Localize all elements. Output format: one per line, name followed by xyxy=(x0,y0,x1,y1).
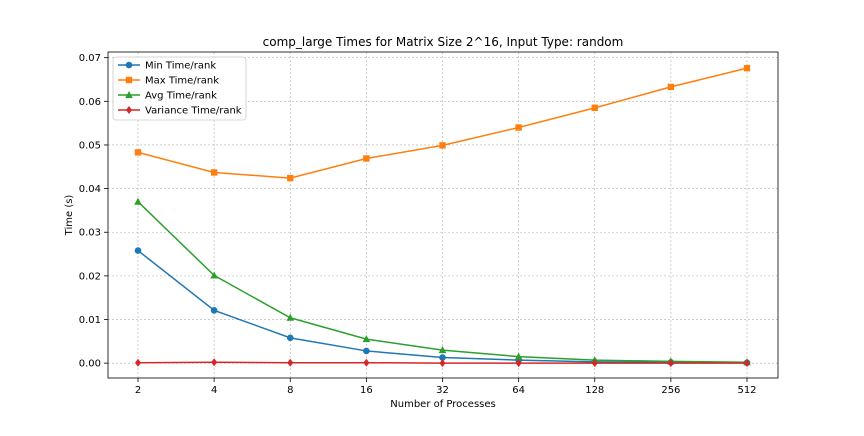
series-variance-time-rank xyxy=(135,358,750,368)
data-point-variance-time-rank xyxy=(515,359,522,368)
plot-frame xyxy=(107,51,779,379)
axes: 2 4 8 16 32 64 128 256 512 0.00 0.01 0.02 0.03 0.04 0.… xyxy=(79,53,757,396)
data-point-max-time-rank xyxy=(287,174,294,182)
y-tick-label: 0.06 xyxy=(79,97,101,108)
data-point-min-time-rank xyxy=(210,307,218,314)
data-point-min-time-rank xyxy=(363,347,370,355)
data-point-avg-time-rank xyxy=(134,197,142,205)
data-point-avg-time-rank xyxy=(210,271,218,279)
series-layer xyxy=(134,64,751,368)
data-point-variance-time-rank xyxy=(439,359,446,368)
y-tick-label: 0.03 xyxy=(79,228,101,239)
legend-marker xyxy=(125,91,133,98)
legend-item: Max Time/rank xyxy=(118,76,219,87)
data-point-avg-time-rank xyxy=(514,352,523,360)
legend-label: Avg Time/rank xyxy=(145,91,217,102)
data-point-avg-time-rank xyxy=(438,346,447,354)
data-point-max-time-rank xyxy=(591,104,598,112)
data-point-min-time-rank xyxy=(439,354,446,361)
y-tick-label: 0.05 xyxy=(79,140,101,151)
x-tick-label: 128 xyxy=(585,385,604,396)
data-point-max-time-rank xyxy=(134,149,142,156)
chart-title: comp_large Times for Matrix Size 2^16, I… xyxy=(263,35,624,49)
data-point-max-time-rank xyxy=(439,142,446,149)
legend-label: Variance Time/rank xyxy=(145,106,242,117)
legend-item: Min Time/rank xyxy=(118,61,216,72)
series-max-time-rank xyxy=(134,64,751,182)
y-tick-label: 0.01 xyxy=(79,315,101,326)
data-point-variance-time-rank xyxy=(667,359,674,368)
data-point-variance-time-rank xyxy=(591,359,598,368)
y-tick-label: 0.02 xyxy=(79,271,101,282)
data-point-avg-time-rank xyxy=(286,313,295,321)
legend-item: Avg Time/rank xyxy=(118,91,217,102)
x-tick-label: 4 xyxy=(211,385,217,396)
x-tick-label: 2 xyxy=(135,385,141,396)
data-point-variance-time-rank xyxy=(363,358,370,367)
data-point-max-time-rank xyxy=(743,64,751,72)
data-point-variance-time-rank xyxy=(287,358,294,367)
x-tick-label: 8 xyxy=(287,385,293,396)
data-point-min-time-rank xyxy=(286,334,294,342)
legend-marker xyxy=(126,106,132,114)
legend-label: Min Time/rank xyxy=(145,61,216,72)
legend-marker xyxy=(125,76,133,84)
y-tick-label: 0.00 xyxy=(79,359,101,370)
x-axis-label: Number of Processes xyxy=(390,399,495,410)
data-point-variance-time-rank xyxy=(135,358,141,367)
data-point-max-time-rank xyxy=(667,83,675,91)
x-tick-label: 256 xyxy=(661,385,680,396)
x-tick-label: 32 xyxy=(436,385,449,396)
legend-label: Max Time/rank xyxy=(145,76,219,87)
y-axis-label: Time (s) xyxy=(64,195,75,237)
legend-marker xyxy=(125,61,133,69)
y-tick-label: 0.04 xyxy=(79,184,101,195)
data-point-variance-time-rank xyxy=(211,358,218,367)
x-tick-label: 512 xyxy=(737,385,756,396)
x-tick-label: 16 xyxy=(360,385,373,396)
y-tick-label: 0.07 xyxy=(79,53,101,64)
data-point-max-time-rank xyxy=(363,155,370,162)
data-point-max-time-rank xyxy=(515,124,522,131)
x-tick-label: 64 xyxy=(512,385,525,396)
legend-box xyxy=(112,56,247,121)
data-point-avg-time-rank xyxy=(362,335,371,343)
data-point-max-time-rank xyxy=(210,169,218,176)
data-point-min-time-rank xyxy=(134,247,142,254)
data-point-variance-time-rank xyxy=(744,359,750,368)
legend-item: Variance Time/rank xyxy=(118,106,242,117)
legend: Min Time/rank Max Time/rank Avg Time/rank V… xyxy=(112,56,247,121)
